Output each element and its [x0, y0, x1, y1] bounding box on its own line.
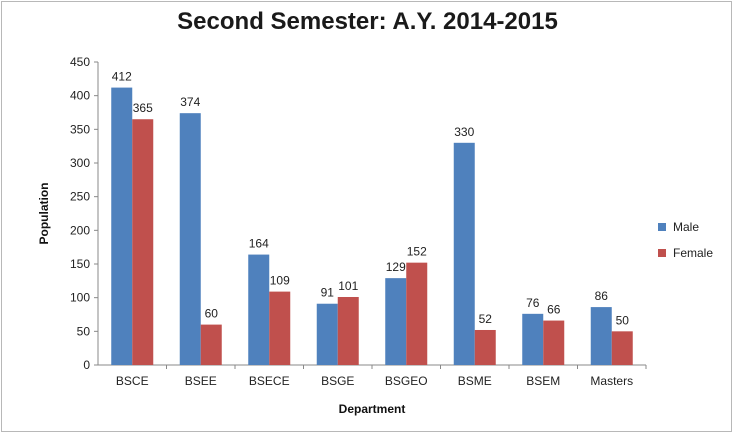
y-tick-label: 350: [70, 122, 90, 136]
bar-male: [179, 113, 201, 365]
bar-female: [543, 320, 565, 365]
data-label: 365: [133, 101, 153, 115]
data-label: 152: [407, 245, 427, 259]
bar-female: [611, 331, 633, 365]
data-label: 374: [180, 95, 200, 109]
data-label: 52: [479, 312, 493, 326]
chart-title: Second Semester: A.Y. 2014-2015: [177, 8, 558, 35]
legend-label-male: Male: [673, 220, 700, 234]
bar-male: [453, 142, 475, 365]
bar-female: [337, 296, 359, 365]
y-tick-label: 100: [70, 291, 90, 305]
x-axis-title: Department: [339, 402, 406, 416]
y-tick-label: 0: [83, 358, 90, 372]
x-tick-label: BSGE: [321, 374, 354, 388]
bar-male: [111, 87, 133, 365]
y-tick-label: 300: [70, 156, 90, 170]
legend-item-female: Female: [658, 240, 713, 266]
x-tick-label: BSCE: [116, 374, 149, 388]
bar-male: [248, 254, 270, 365]
legend: Male Female: [658, 214, 713, 266]
x-tick-label: BSME: [458, 374, 492, 388]
legend-label-female: Female: [673, 246, 714, 260]
data-label: 86: [595, 289, 609, 303]
x-tick-label: BSEM: [526, 374, 560, 388]
y-tick-label: 250: [70, 190, 90, 204]
x-tick-label: BSEE: [185, 374, 217, 388]
bar-male: [522, 313, 544, 365]
y-tick-label: 200: [70, 223, 90, 237]
bar-female: [269, 291, 291, 365]
data-label: 60: [205, 307, 219, 321]
data-label: 412: [112, 70, 132, 84]
legend-item-male: Male: [658, 214, 713, 240]
x-tick-label: BSGEO: [385, 374, 428, 388]
y-tick-label: 450: [70, 55, 90, 69]
y-axis-title: Population: [37, 183, 51, 245]
data-label: 164: [249, 237, 269, 251]
x-tick-label: Masters: [590, 374, 633, 388]
bar-male: [590, 307, 612, 365]
data-label: 50: [616, 313, 630, 327]
bar-female: [132, 119, 154, 365]
legend-swatch-female: [658, 249, 666, 257]
legend-swatch-male: [658, 223, 666, 231]
data-label: 76: [526, 296, 540, 310]
data-label: 330: [454, 125, 474, 139]
bar-male: [385, 278, 407, 365]
y-tick-label: 400: [70, 89, 90, 103]
data-label: 109: [270, 274, 290, 288]
bar-female: [474, 329, 496, 365]
bar-male: [316, 303, 338, 365]
x-tick-label: BSECE: [249, 374, 290, 388]
data-label: 129: [386, 260, 406, 274]
bar-female: [406, 262, 428, 365]
bar-female: [200, 324, 222, 365]
data-label: 66: [547, 303, 561, 317]
y-tick-label: 150: [70, 257, 90, 271]
data-label: 101: [338, 279, 358, 293]
data-label: 91: [321, 286, 335, 300]
y-tick-label: 50: [77, 324, 91, 338]
